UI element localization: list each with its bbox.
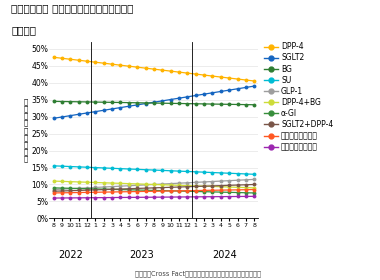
Legend: DPP-4, SGLT2, BG, SU, GLP-1, DPP-4+BG, α-GI, SGLT2+DPP-4, インスリン持効型, インスリン速効型: DPP-4, SGLT2, BG, SU, GLP-1, DPP-4+BG, α… [264, 42, 333, 151]
Text: 糖尿病治療薬 クラス別の推計患者数シェア: 糖尿病治療薬 クラス別の推計患者数シェア [11, 3, 134, 13]
Text: 2023: 2023 [129, 250, 154, 260]
Text: 2022: 2022 [58, 250, 83, 260]
Y-axis label: 患
者
数
シ
ェ
ア
（
％
）: 患 者 数 シ ェ ア （ ％ ） [24, 99, 28, 162]
Text: （全体）: （全体） [11, 25, 36, 35]
Text: 出典：「Cross Fact」（株式会社インテージリアルワールド）: 出典：「Cross Fact」（株式会社インテージリアルワールド） [135, 270, 261, 277]
Text: 2024: 2024 [212, 250, 238, 260]
